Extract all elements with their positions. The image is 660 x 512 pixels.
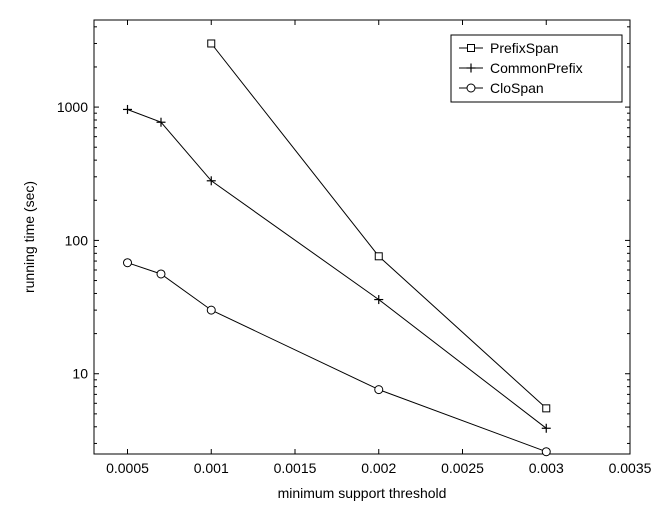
data-point-prefixspan bbox=[207, 39, 216, 48]
x-tick-label: 0.0035 bbox=[609, 460, 652, 476]
legend: PrefixSpan CommonPrefix CloSpan bbox=[450, 34, 623, 103]
data-point-commonprefix bbox=[374, 295, 384, 305]
y-tick-label: 10 bbox=[72, 366, 88, 382]
legend-label-clospan: CloSpan bbox=[490, 80, 544, 96]
series-line-commonprefix bbox=[127, 109, 547, 429]
x-tick-label: 0.001 bbox=[194, 460, 229, 476]
x-tick-label: 0.002 bbox=[361, 460, 396, 476]
y-axis-label: running time (sec) bbox=[21, 181, 37, 293]
series-clospan bbox=[123, 258, 551, 457]
series-prefixspan bbox=[207, 39, 551, 413]
legend-label-prefixspan: PrefixSpan bbox=[490, 40, 558, 56]
data-point-prefixspan bbox=[542, 404, 551, 413]
x-tick-label: 0.0005 bbox=[106, 460, 149, 476]
y-tick-label: 1000 bbox=[57, 99, 88, 115]
legend-marker-prefixspan bbox=[467, 44, 475, 52]
data-point-clospan bbox=[374, 385, 384, 395]
data-point-clospan bbox=[206, 305, 216, 315]
x-axis: 0.0005 0.001 0.0015 0.002 0.0025 0.003 0.0035 bbox=[106, 20, 652, 476]
plot-area bbox=[93, 19, 631, 455]
y-tick-label: 100 bbox=[65, 232, 89, 248]
legend-marker-commonprefix bbox=[466, 63, 476, 73]
x-tick-label: 0.003 bbox=[529, 460, 564, 476]
data-point-commonprefix bbox=[123, 104, 132, 114]
data-point-clospan bbox=[123, 258, 132, 268]
data-point-commonprefix bbox=[206, 176, 216, 186]
data-point-commonprefix bbox=[541, 423, 551, 433]
y-axis: 10 100 1000 bbox=[57, 26, 630, 444]
x-tick-label: 0.0015 bbox=[274, 460, 317, 476]
series-layer bbox=[123, 39, 551, 457]
x-axis-label: minimum support threshold bbox=[278, 485, 447, 501]
data-point-commonprefix bbox=[156, 117, 166, 127]
x-tick-label: 0.0025 bbox=[441, 460, 484, 476]
data-point-clospan bbox=[541, 447, 551, 457]
data-point-prefixspan bbox=[374, 252, 383, 261]
series-line-clospan bbox=[127, 262, 547, 453]
legend-marker-clospan bbox=[466, 83, 476, 93]
series-commonprefix bbox=[123, 104, 551, 433]
data-point-clospan bbox=[156, 269, 166, 279]
legend-label-commonprefix: CommonPrefix bbox=[490, 60, 583, 76]
